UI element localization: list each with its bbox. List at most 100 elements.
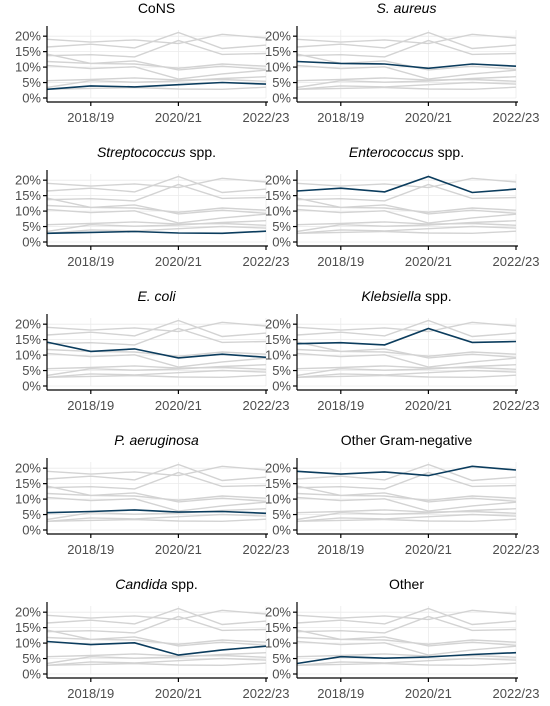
background-series-line bbox=[296, 636, 517, 646]
background-series-line bbox=[296, 513, 517, 522]
background-series-line bbox=[46, 508, 267, 521]
y-tick-label: 10% bbox=[15, 348, 41, 363]
y-tick-label: 10% bbox=[15, 60, 41, 75]
y-tick-label: 0% bbox=[22, 379, 41, 394]
x-tick-label: 2020/21 bbox=[155, 254, 202, 269]
y-tick-label: 10% bbox=[15, 636, 41, 651]
y-tick-label: 20% bbox=[15, 605, 41, 620]
panel-title-name: P. aeruginosa bbox=[114, 432, 199, 448]
x-tick-label: 2018/19 bbox=[67, 254, 114, 269]
background-series-line bbox=[296, 64, 517, 80]
background-series-line bbox=[46, 485, 267, 503]
background-series-line bbox=[296, 518, 517, 523]
highlight-series-line bbox=[46, 230, 267, 235]
y-tick-label: 15% bbox=[265, 620, 291, 635]
y-tick-label: 5% bbox=[22, 363, 41, 378]
y-tick-label: 20% bbox=[265, 317, 291, 332]
background-series-line bbox=[46, 204, 267, 214]
x-tick-label: 2022/23 bbox=[243, 254, 290, 269]
background-series-line bbox=[296, 177, 517, 189]
background-series-line bbox=[46, 77, 267, 82]
y-tick-label: 10% bbox=[265, 348, 291, 363]
x-tick-label: 2022/23 bbox=[243, 110, 290, 125]
background-series-line bbox=[46, 636, 267, 646]
panel-title: Other Gram-negative bbox=[341, 432, 473, 448]
background-series-line bbox=[46, 609, 267, 621]
background-series-line bbox=[296, 39, 517, 58]
panel-title: Klebsiella spp. bbox=[361, 288, 451, 304]
y-tick-label: 0% bbox=[22, 91, 41, 106]
background-series-line bbox=[46, 615, 267, 634]
background-series-line bbox=[46, 492, 267, 502]
background-series-line bbox=[296, 197, 517, 215]
y-tick-label: 20% bbox=[265, 29, 291, 44]
y-tick-label: 0% bbox=[22, 523, 41, 538]
x-tick-label: 2022/23 bbox=[493, 254, 540, 269]
background-series-line bbox=[46, 31, 267, 50]
background-series-line bbox=[296, 369, 517, 378]
panel-title-suffix: spp. bbox=[186, 144, 216, 160]
x-tick-label: 2020/21 bbox=[405, 542, 452, 557]
background-series-line bbox=[46, 657, 267, 666]
background-series-line bbox=[296, 208, 517, 224]
background-series-line bbox=[296, 31, 517, 50]
background-series-line bbox=[46, 352, 267, 368]
panel-title-suffix: spp. bbox=[167, 576, 197, 592]
y-tick-label: 0% bbox=[272, 523, 291, 538]
background-series-line bbox=[46, 369, 267, 378]
background-series-line bbox=[46, 629, 267, 647]
panel-title-name: E. coli bbox=[137, 288, 176, 304]
background-series-line bbox=[296, 230, 517, 235]
background-series-line bbox=[46, 513, 267, 522]
y-tick-label: 0% bbox=[22, 235, 41, 250]
y-tick-label: 5% bbox=[272, 507, 291, 522]
background-series-line bbox=[296, 81, 517, 90]
background-series-line bbox=[296, 485, 517, 503]
x-tick-label: 2018/19 bbox=[317, 542, 364, 557]
y-tick-label: 20% bbox=[265, 461, 291, 476]
background-series-line bbox=[296, 657, 517, 666]
y-tick-label: 5% bbox=[22, 507, 41, 522]
panel-1: S. aureus 0%5%10%15%20% 2018/19 2020/21 2022… bbox=[265, 0, 540, 125]
y-tick-label: 20% bbox=[15, 317, 41, 332]
y-tick-label: 0% bbox=[272, 235, 291, 250]
background-series-line bbox=[296, 364, 517, 377]
y-tick-label: 15% bbox=[15, 620, 41, 635]
background-series-line bbox=[46, 221, 267, 226]
background-series-line bbox=[296, 471, 517, 490]
y-tick-label: 10% bbox=[265, 204, 291, 219]
y-tick-label: 15% bbox=[15, 476, 41, 491]
background-series-line bbox=[296, 653, 517, 658]
y-tick-label: 5% bbox=[272, 363, 291, 378]
background-series-line bbox=[46, 374, 267, 379]
panel-2: Streptococcus spp.0%5%10%15%20%2018/19 20… bbox=[15, 144, 290, 269]
x-tick-label: 2020/21 bbox=[155, 542, 202, 557]
background-series-line bbox=[296, 319, 517, 338]
y-tick-label: 20% bbox=[265, 173, 291, 188]
highlight-series-line bbox=[46, 341, 267, 359]
background-series-line bbox=[296, 374, 517, 379]
background-series-line bbox=[46, 321, 267, 333]
y-tick-label: 0% bbox=[272, 91, 291, 106]
panel-title-name: Other bbox=[389, 576, 424, 592]
background-series-line bbox=[46, 653, 267, 658]
background-series-line bbox=[46, 518, 267, 523]
panel-title-name: Klebsiella bbox=[361, 288, 421, 304]
y-tick-label: 15% bbox=[265, 188, 291, 203]
panel-title-suffix: spp. bbox=[434, 144, 464, 160]
background-series-line bbox=[46, 225, 267, 234]
y-tick-label: 5% bbox=[22, 75, 41, 90]
y-tick-label: 0% bbox=[272, 379, 291, 394]
y-tick-label: 10% bbox=[15, 204, 41, 219]
x-tick-label: 2018/19 bbox=[67, 542, 114, 557]
y-tick-label: 15% bbox=[265, 476, 291, 491]
y-tick-label: 15% bbox=[15, 188, 41, 203]
background-series-line bbox=[46, 327, 267, 346]
background-series-line bbox=[296, 225, 517, 234]
x-tick-label: 2022/23 bbox=[493, 542, 540, 557]
highlight-series-line bbox=[46, 81, 267, 91]
background-series-line bbox=[46, 365, 267, 370]
background-series-line bbox=[46, 463, 267, 482]
